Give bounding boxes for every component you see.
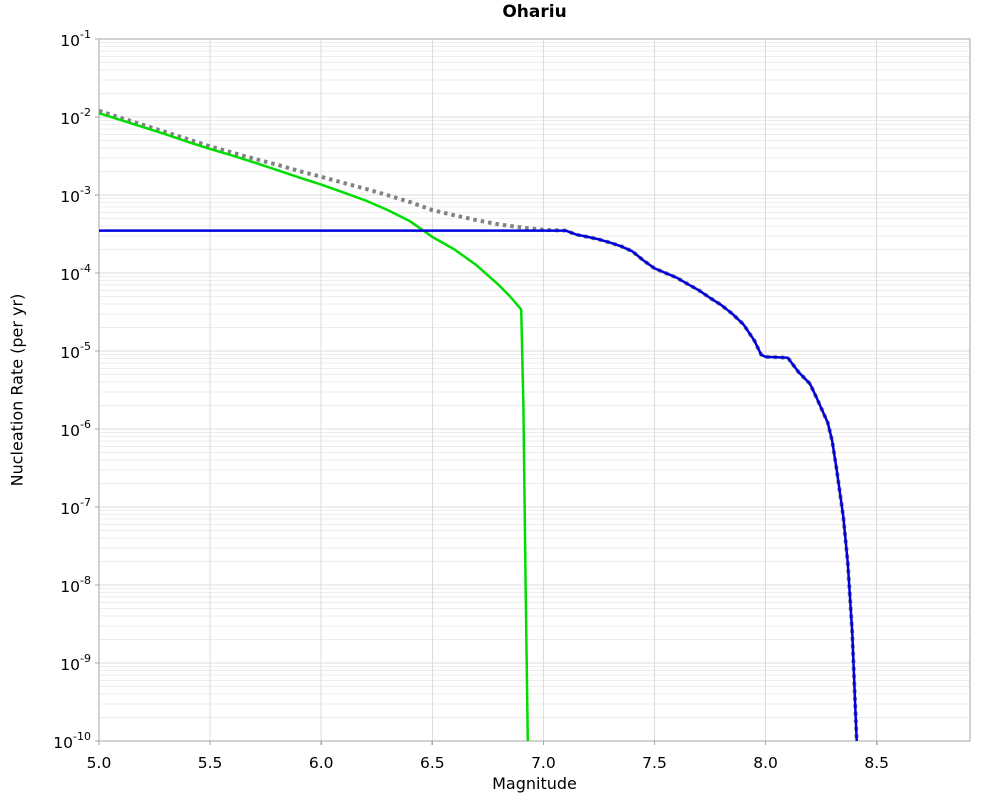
series-supra-seismogenic-rate-blue [99, 229, 858, 742]
svg-text:10-10: 10-10 [53, 730, 91, 752]
svg-text:5.0: 5.0 [87, 754, 112, 772]
series-sub-seismogenic-rate-green [99, 112, 530, 742]
svg-text:10-7: 10-7 [60, 496, 91, 518]
svg-text:10-8: 10-8 [60, 574, 91, 596]
svg-text:6.0: 6.0 [309, 754, 334, 772]
grid-minor [99, 42, 970, 718]
x-axis-title: Magnitude [492, 774, 577, 793]
tick-marks [95, 38, 878, 745]
plot-background [99, 39, 970, 741]
svg-text:7.5: 7.5 [642, 754, 667, 772]
series-group [99, 108, 859, 742]
svg-text:8.0: 8.0 [753, 754, 778, 772]
svg-text:10-2: 10-2 [60, 106, 91, 128]
grid-major [99, 39, 970, 741]
svg-text:10-5: 10-5 [60, 340, 91, 362]
svg-text:8.5: 8.5 [864, 754, 889, 772]
svg-text:6.5: 6.5 [420, 754, 445, 772]
svg-text:7.0: 7.0 [531, 754, 556, 772]
svg-text:10-3: 10-3 [60, 184, 91, 206]
y-tick-labels: 10-1 10-2 10-3 10-4 10-5 10-6 10-7 10-8 10-9 10-1… [53, 28, 91, 752]
svg-text:10-6: 10-6 [60, 418, 91, 440]
svg-text:10-1: 10-1 [60, 28, 91, 50]
x-tick-labels: 5.0 5.5 6.0 6.5 7.0 7.5 8.0 8.5 [87, 754, 889, 772]
svg-text:5.5: 5.5 [198, 754, 223, 772]
chart-title: Ohariu [502, 2, 567, 22]
plot-frame [98, 38, 971, 742]
svg-text:10-9: 10-9 [60, 652, 91, 674]
svg-text:10-4: 10-4 [60, 262, 91, 284]
